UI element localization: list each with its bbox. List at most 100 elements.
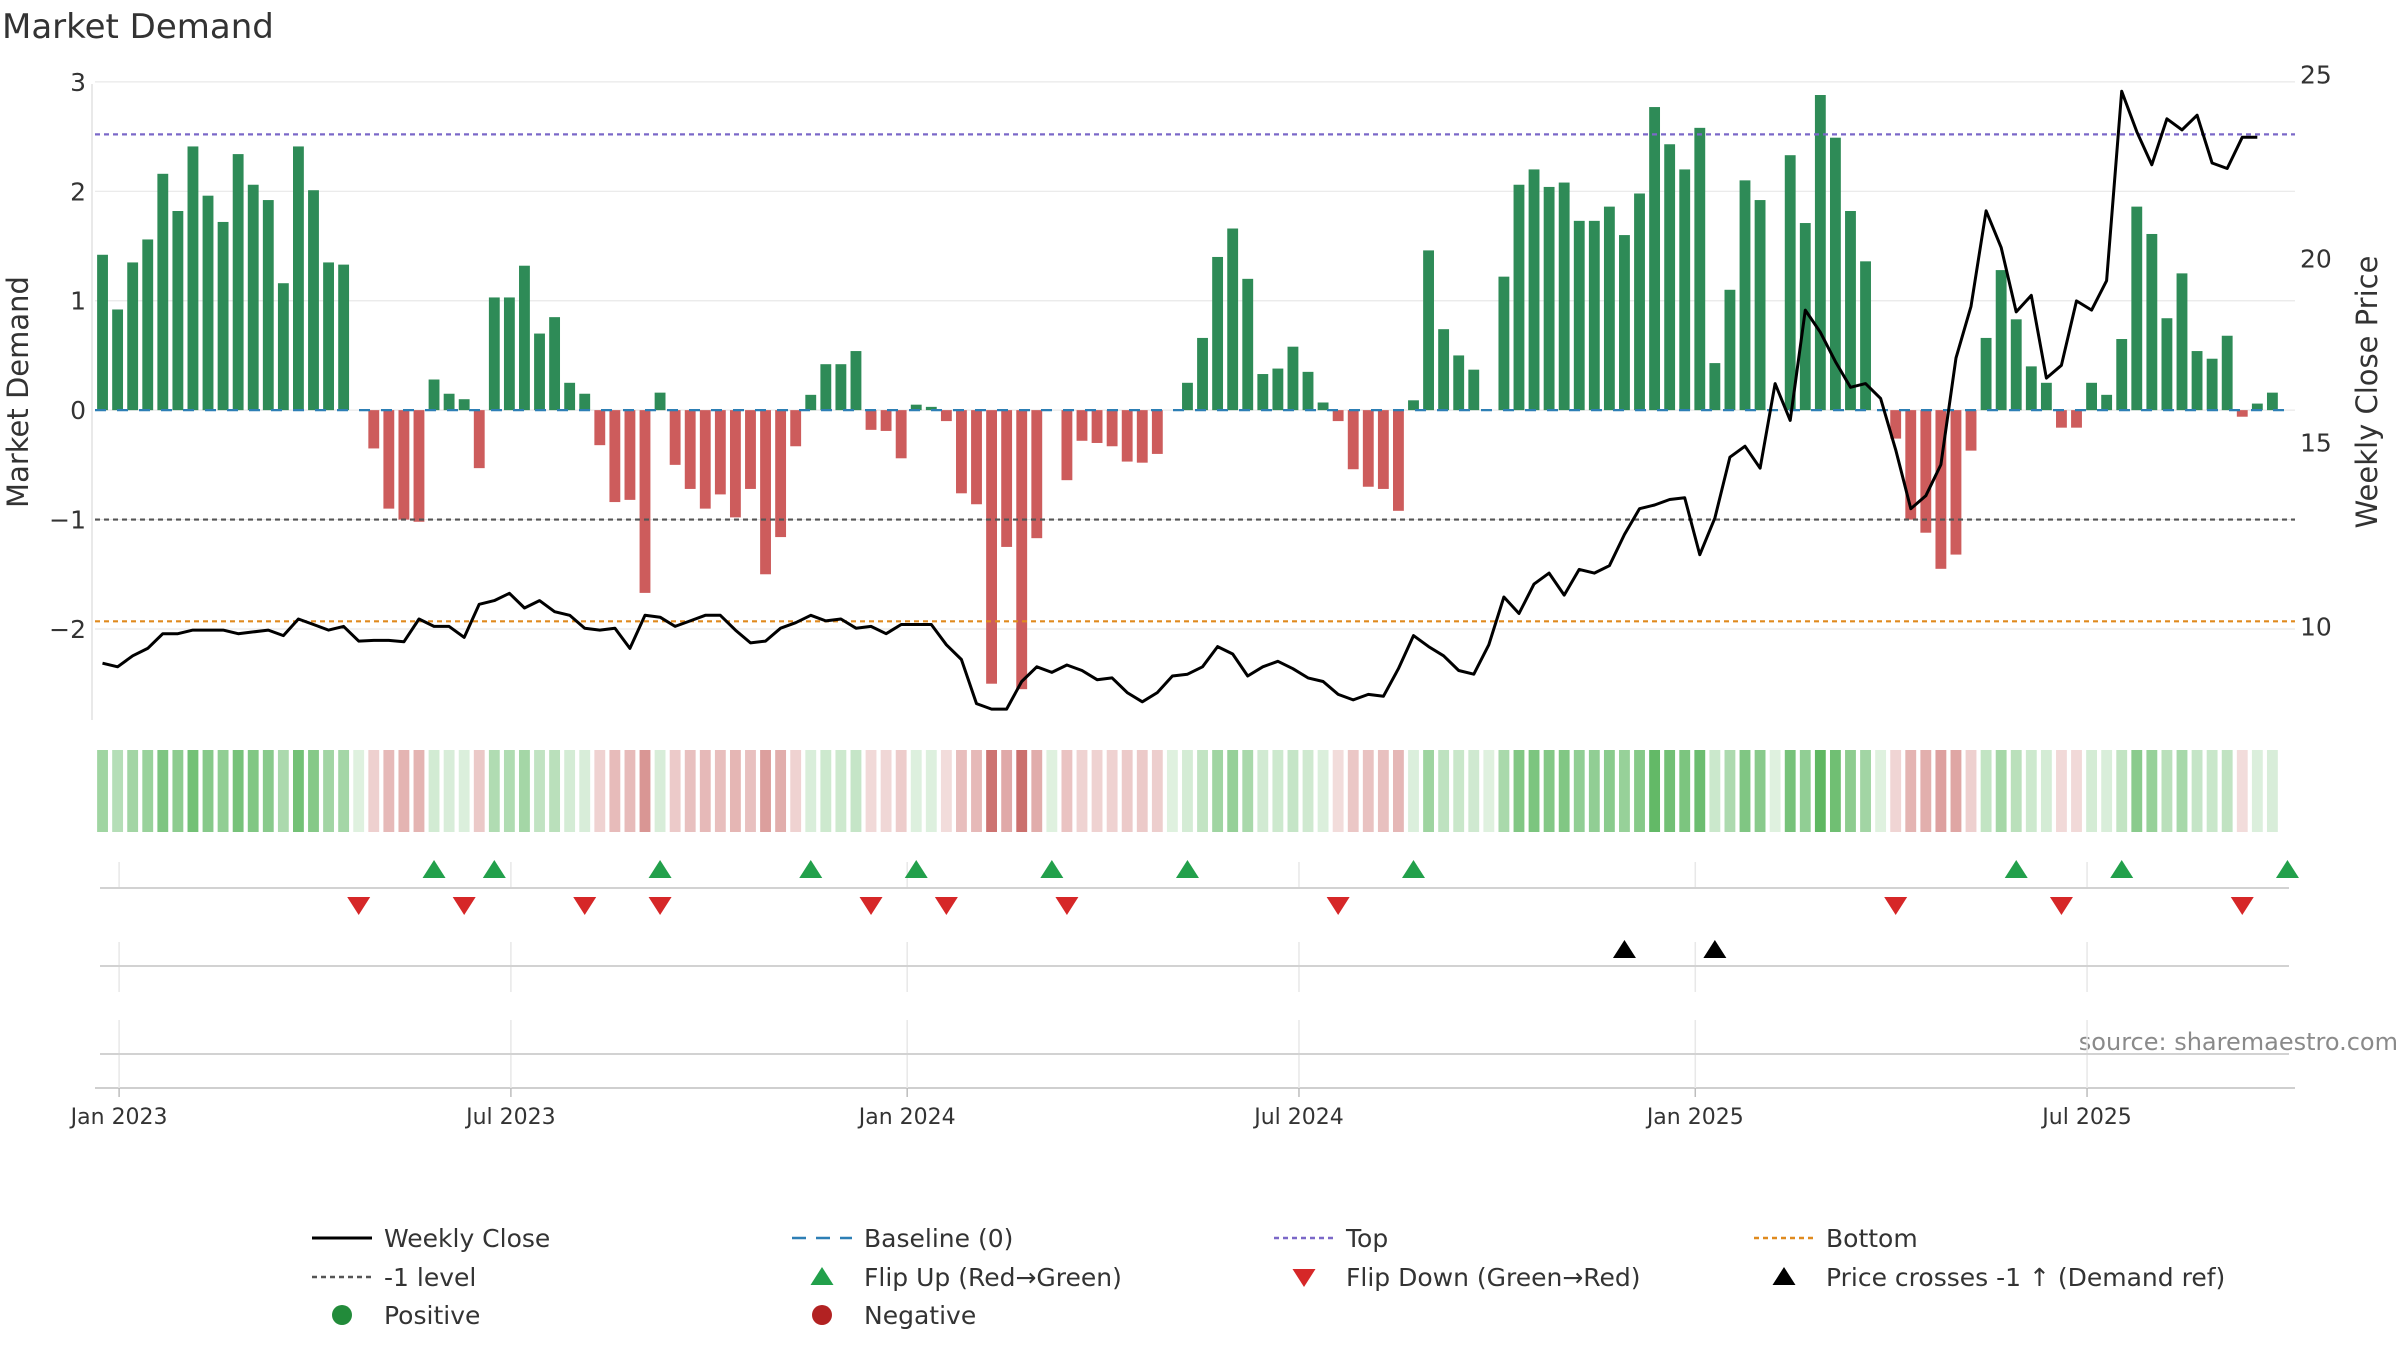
heat-strip-cell: [1347, 750, 1359, 832]
heat-strip-cell: [925, 750, 937, 832]
legend-item: Price crosses -1 ↑ (Demand ref): [1772, 1263, 2225, 1292]
heat-strip-cell: [458, 750, 470, 832]
y-left-tick-label: 3: [70, 68, 86, 97]
demand-bar-negative: [745, 410, 756, 489]
heat-strip-cell: [1362, 750, 1374, 832]
heat-strip-cell: [1166, 750, 1178, 832]
flip-up-marker: [1040, 860, 1064, 878]
flip-down-marker: [934, 897, 958, 915]
heat-strip-cell: [1588, 750, 1600, 832]
flip-down-marker: [347, 897, 371, 915]
y-right-tick-label: 15: [2300, 428, 2332, 457]
demand-bar-positive: [564, 382, 576, 411]
demand-bar-negative: [940, 410, 952, 422]
demand-bar-positive: [1287, 346, 1299, 411]
heat-strip-cell: [654, 750, 666, 832]
heat-strip-cell: [1317, 750, 1329, 832]
flip-up-marker: [2110, 860, 2134, 878]
demand-bar-negative: [1001, 410, 1013, 547]
legend-item: -1 level: [312, 1263, 476, 1292]
demand-bar-negative: [368, 410, 380, 449]
demand-bar-positive: [850, 351, 862, 411]
y-right-tick-label: 20: [2300, 245, 2332, 274]
heat-strip-cell: [1890, 750, 1902, 832]
legend-dot-icon: [812, 1305, 832, 1325]
heat-strip-cell: [503, 750, 515, 832]
flip-down-marker: [1884, 897, 1908, 915]
heat-strip-cell: [1935, 750, 1947, 832]
demand-bar-positive: [925, 406, 937, 411]
demand-bar-negative: [1362, 410, 1374, 487]
demand-bar-positive: [1995, 270, 2007, 411]
demand-bar-positive: [1784, 155, 1796, 411]
heat-strip-cell: [473, 750, 485, 832]
demand-bar-positive: [1980, 337, 1992, 411]
demand-bar-positive: [458, 399, 470, 411]
heat-strip-cell: [2040, 750, 2052, 832]
heat-strip-cell: [1332, 750, 1344, 832]
source-annotation: source: sharemaestro.com: [2079, 1028, 2398, 1056]
heat-strip-cell: [217, 750, 229, 832]
demand-bar-positive: [1754, 200, 1766, 411]
flip-up-marker: [904, 860, 928, 878]
demand-bar-positive: [217, 221, 229, 411]
heat-strip-cell: [262, 750, 274, 832]
demand-bar-positive: [127, 262, 139, 411]
heat-strip-cell: [1528, 750, 1540, 832]
demand-bar-positive: [1317, 402, 1329, 411]
heat-strip-cell: [835, 750, 847, 832]
heat-strip-cell: [353, 750, 365, 832]
demand-bar-negative: [1905, 410, 1917, 520]
heat-strip-cell: [564, 750, 576, 832]
demand-bar-positive: [1829, 137, 1841, 411]
demand-bar-positive: [2101, 394, 2113, 411]
demand-bar-positive: [805, 394, 817, 411]
demand-bar-positive: [2146, 233, 2158, 411]
heat-strip-cell: [1287, 750, 1299, 832]
legend-label: Bottom: [1826, 1224, 1918, 1253]
heat-strip-cell: [986, 750, 997, 832]
legend-item: Weekly Close: [312, 1224, 550, 1253]
demand-bar-positive: [2251, 403, 2263, 411]
demand-bar-negative: [1935, 410, 1947, 569]
demand-bar-positive: [1679, 169, 1691, 411]
demand-bar-negative: [2236, 410, 2248, 417]
heat-strip-cell: [308, 750, 319, 832]
heat-strip-cell: [880, 750, 892, 832]
demand-bar-positive: [1197, 337, 1208, 411]
demand-bar-positive: [1573, 220, 1585, 411]
heat-strip-cell: [443, 750, 455, 832]
flip-up-marker: [1175, 860, 1199, 878]
heat-strip-cell: [1664, 750, 1676, 832]
heat-strip-cell: [895, 750, 907, 832]
heat-strip-cell: [1468, 750, 1480, 832]
demand-bar-positive: [2206, 358, 2218, 411]
heat-strip-cell: [1046, 750, 1058, 832]
heat-strip-cell: [609, 750, 621, 832]
demand-bar-negative: [971, 410, 982, 505]
heat-strip-cell: [1061, 750, 1073, 832]
heat-strip-cell: [1136, 750, 1148, 832]
demand-bar-negative: [684, 410, 696, 489]
heat-strip-cell: [820, 750, 832, 832]
demand-bar-positive: [2161, 318, 2173, 411]
demand-bar-positive: [1468, 369, 1480, 411]
demand-bar-positive: [820, 364, 832, 411]
heat-strip-cell: [2161, 750, 2173, 832]
demand-bar-negative: [398, 410, 410, 520]
heat-strip-cell: [2101, 750, 2113, 832]
heat-strip-cell: [1076, 750, 1088, 832]
heat-strip-cell: [669, 750, 681, 832]
heat-strip-cell: [1423, 750, 1434, 832]
x-tick-label: Jan 2025: [1645, 1105, 1744, 1130]
demand-bar-negative: [1106, 410, 1118, 447]
demand-bar-positive: [503, 297, 515, 411]
demand-bar-negative: [865, 410, 877, 430]
heat-strip-cell: [1197, 750, 1208, 832]
heat-strip-cell: [1558, 750, 1570, 832]
heat-strip-cell: [684, 750, 696, 832]
demand-bar-negative: [956, 410, 967, 494]
legend-triangle-down-icon: [1292, 1269, 1316, 1287]
chart-title: Market Demand: [2, 7, 274, 47]
heat-strip-cell: [790, 750, 802, 832]
